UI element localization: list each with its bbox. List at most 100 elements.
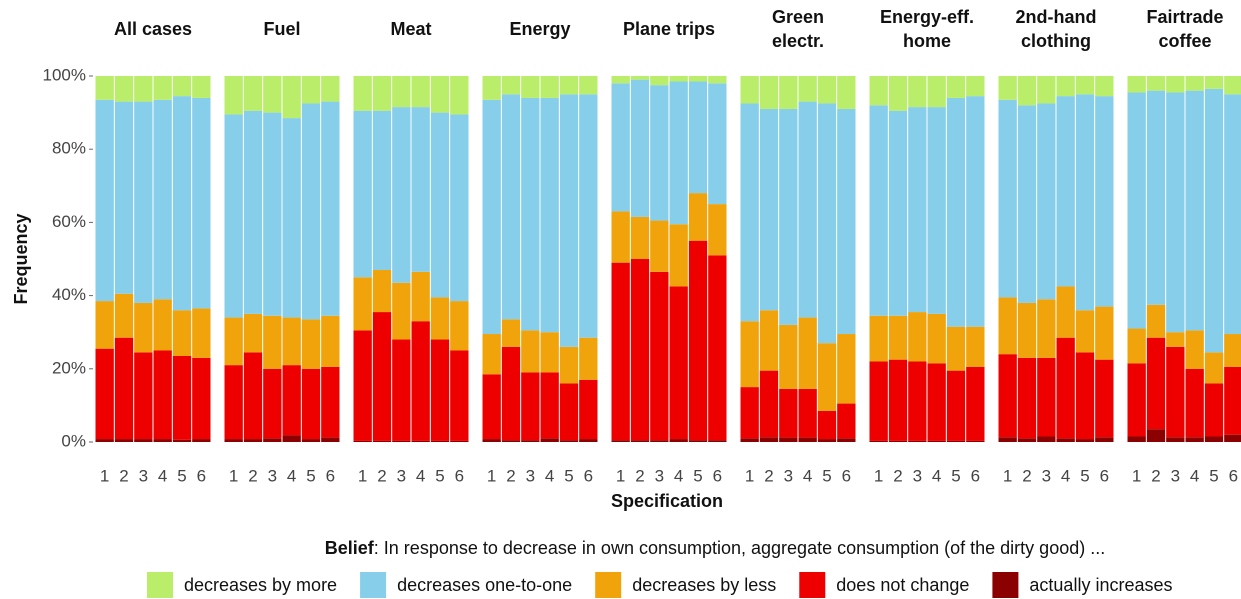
bar-segment — [1017, 105, 1037, 303]
bar-segment — [630, 79, 650, 217]
bar-segment — [521, 97, 540, 331]
bar-segment — [837, 108, 856, 335]
bar-segment — [927, 107, 946, 314]
legend-swatch — [992, 572, 1019, 598]
panel-title: Energy — [509, 19, 570, 39]
x-tick-label: 2 — [635, 466, 644, 485]
x-tick-label: 2 — [506, 466, 515, 485]
bar-segment — [482, 334, 501, 375]
bar-segment — [1166, 76, 1185, 93]
bar-segment — [95, 348, 114, 440]
x-tick-label: 6 — [1229, 466, 1238, 485]
bar-segment — [243, 439, 263, 442]
x-tick-label: 1 — [487, 466, 496, 485]
bar-segment — [1224, 434, 1241, 442]
bar-segment — [927, 313, 946, 364]
bar-segment — [798, 437, 817, 442]
bar-segment — [927, 76, 946, 108]
bar-segment — [869, 76, 888, 106]
bar-segment — [817, 103, 837, 344]
bar-segment — [946, 370, 966, 441]
bar-segment — [650, 271, 669, 441]
bar-segment — [192, 439, 211, 442]
y-tick-label: 80% — [52, 139, 86, 158]
bar-segment — [740, 103, 759, 322]
bar-segment — [224, 76, 243, 115]
bar-segment — [1146, 429, 1166, 442]
bar-segment — [501, 319, 521, 347]
x-tick-label: 6 — [971, 466, 980, 485]
bar-segment — [392, 282, 411, 340]
x-tick-label: 5 — [951, 466, 960, 485]
y-tick-label: 0% — [61, 431, 86, 450]
bar-segment — [301, 439, 321, 442]
bar-segment — [740, 438, 759, 442]
bar-segment — [1166, 92, 1185, 333]
bar-segment — [798, 317, 817, 389]
bar-segment — [1056, 438, 1075, 442]
legend-label: decreases by less — [632, 575, 776, 595]
bar-segment — [282, 435, 301, 442]
bar-segment — [501, 346, 521, 441]
bar-segment — [611, 83, 630, 212]
bar-segment — [450, 350, 469, 441]
bar-segment — [540, 372, 559, 439]
bar-segment — [321, 315, 340, 367]
bar-segment — [1095, 96, 1114, 307]
x-tick-label: 1 — [1132, 466, 1141, 485]
x-tick-label: 3 — [784, 466, 793, 485]
bar-segment — [966, 76, 985, 97]
panel-title: clothing — [1021, 31, 1091, 51]
bar-segment — [1017, 76, 1037, 106]
x-tick-label: 3 — [268, 466, 277, 485]
bar-segment — [759, 310, 779, 371]
bar-segment — [688, 440, 708, 442]
bar-segment — [430, 440, 450, 442]
bar-segment — [1095, 306, 1114, 360]
bar-segment — [353, 110, 372, 278]
bar-segment — [372, 440, 392, 442]
bar-segment — [392, 107, 411, 283]
bar-segment — [301, 76, 321, 104]
bar-segment — [411, 107, 430, 272]
bar-segment — [1146, 90, 1166, 305]
bar-segment — [1056, 286, 1075, 338]
bar-segment — [521, 440, 540, 442]
bar-segment — [611, 211, 630, 263]
bar-segment — [1075, 352, 1095, 440]
bar-segment — [908, 76, 927, 108]
bar-segment — [759, 370, 779, 438]
bar-segment — [1185, 330, 1204, 369]
bar-segment — [263, 368, 282, 439]
bar-segment — [998, 437, 1017, 442]
legend-subtitle: : In response to decrease in own consump… — [374, 538, 1105, 558]
bar-segment — [1017, 357, 1037, 439]
x-tick-label: 2 — [764, 466, 773, 485]
bar-segment — [392, 339, 411, 441]
x-tick-label: 4 — [287, 466, 296, 485]
bar-segment — [172, 310, 192, 356]
bar-segment — [134, 101, 153, 303]
bar-segment — [740, 76, 759, 104]
bar-segment — [708, 83, 727, 205]
x-tick-label: 4 — [1061, 466, 1070, 485]
x-tick-label: 2 — [1151, 466, 1160, 485]
bar-segment — [95, 439, 114, 442]
bar-segment — [1204, 76, 1224, 89]
x-tick-label: 5 — [177, 466, 186, 485]
bar-segment — [153, 299, 172, 351]
x-tick-label: 1 — [874, 466, 883, 485]
x-tick-label: 1 — [100, 466, 109, 485]
bar-segment — [243, 313, 263, 353]
bar-segment — [411, 440, 430, 442]
bar-segment — [540, 438, 559, 442]
bar-segment — [321, 366, 340, 438]
bar-segment — [114, 439, 134, 442]
bar-segment — [482, 76, 501, 100]
bar-segment — [321, 437, 340, 442]
bar-segment — [521, 76, 540, 98]
bar-segment — [321, 101, 340, 316]
x-tick-label: 2 — [119, 466, 128, 485]
bar-segment — [688, 240, 708, 441]
bar-segment — [688, 76, 708, 82]
